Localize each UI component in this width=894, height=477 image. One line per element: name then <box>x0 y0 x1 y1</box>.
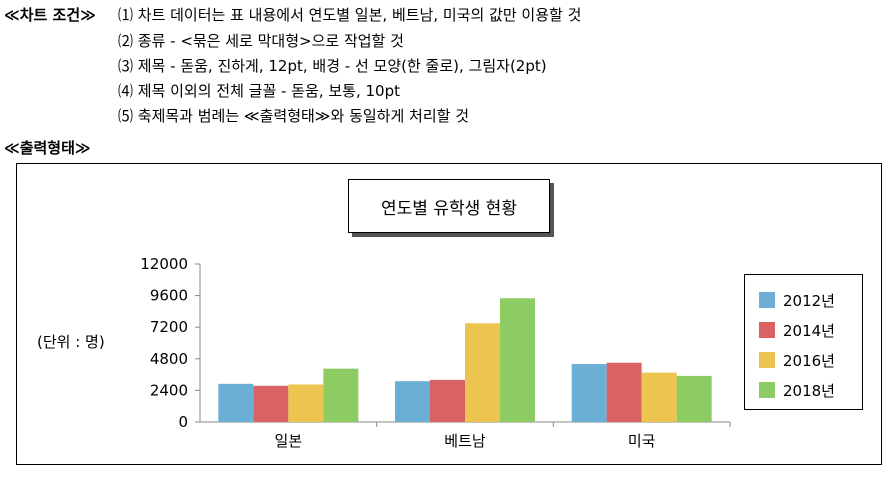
bar[interactable] <box>218 383 254 422</box>
output-heading: ≪출력형태≫ <box>4 139 91 157</box>
legend-label: 2014년 <box>783 321 835 340</box>
condition-item-1: ⑴ 차트 데이터는 표 내용에서 연도별 일본, 베트남, 미국의 값만 이용할… <box>118 6 582 24</box>
legend-item: 2012년 <box>759 289 835 311</box>
chart-container: 0 2400 4800 7200 9600 12000 일본 베트남 미국 연도별 유학생 현황… <box>16 163 882 465</box>
condition-item-5: ⑸ 축제목과 범례는 ≪출력형태≫와 동일하게 처리할 것 <box>118 107 470 125</box>
chart-legend[interactable]: 2012년 2014년 2016년 2018년 <box>744 274 863 410</box>
bar[interactable] <box>288 384 324 422</box>
y-tick-label: 12000 <box>140 255 188 273</box>
bar[interactable] <box>253 385 289 422</box>
conditions-heading: ≪차트 조건≫ <box>4 6 96 24</box>
bar[interactable] <box>641 372 677 422</box>
bar[interactable] <box>430 379 465 422</box>
legend-swatch <box>759 352 775 368</box>
y-tick-label: 4800 <box>150 350 188 368</box>
legend-item: 2016년 <box>759 349 835 371</box>
y-tick-label: 2400 <box>150 381 188 399</box>
legend-label: 2016년 <box>783 351 835 370</box>
condition-item-3: ⑶ 제목 - 돋움, 진하게, 12pt, 배경 - 선 모양(한 줄로), 그… <box>118 57 547 75</box>
x-category-label: 베트남 <box>444 432 486 450</box>
x-category-label: 일본 <box>275 432 303 450</box>
legend-swatch <box>759 292 775 308</box>
legend-item: 2014년 <box>759 319 835 341</box>
y-tick-label: 7200 <box>150 318 188 336</box>
condition-item-2: ⑵ 종류 - <묶은 세로 막대형>으로 작업할 것 <box>118 32 404 50</box>
chart-title[interactable]: 연도별 유학생 현황 <box>348 179 550 233</box>
bar[interactable] <box>395 381 430 422</box>
legend-swatch <box>759 322 775 338</box>
legend-label: 2018년 <box>783 381 835 400</box>
bar[interactable] <box>465 323 500 422</box>
bar[interactable] <box>500 298 535 422</box>
condition-item-4: ⑷ 제목 이외의 전체 글꼴 - 돋움, 보통, 10pt <box>118 82 400 100</box>
legend-item: 2018년 <box>759 379 835 401</box>
y-tick-label: 9600 <box>150 287 188 305</box>
bar-chart: 0 2400 4800 7200 9600 12000 일본 베트남 미국 <box>140 255 731 450</box>
x-category-label: 미국 <box>628 432 656 450</box>
legend-swatch <box>759 382 775 398</box>
y-axis-title: (단위 : 명) <box>37 333 105 351</box>
bar[interactable] <box>323 368 359 422</box>
bar[interactable] <box>571 364 607 422</box>
y-tick-label: 0 <box>178 413 188 431</box>
bar[interactable] <box>606 362 642 422</box>
bar[interactable] <box>676 375 712 422</box>
legend-label: 2012년 <box>783 291 835 310</box>
